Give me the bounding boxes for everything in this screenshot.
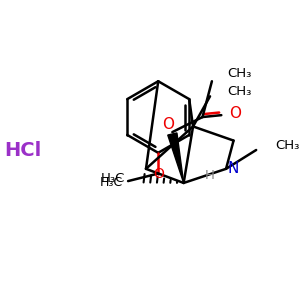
- Polygon shape: [168, 133, 184, 183]
- Text: H₃C: H₃C: [100, 176, 123, 190]
- Text: CH₃: CH₃: [227, 67, 251, 80]
- Text: CH₃: CH₃: [275, 139, 299, 152]
- Text: O: O: [153, 167, 164, 181]
- Text: O: O: [229, 106, 241, 121]
- Text: CH₃: CH₃: [227, 85, 251, 98]
- Text: O: O: [163, 117, 175, 132]
- Text: HCl: HCl: [4, 140, 41, 160]
- Text: H: H: [205, 169, 215, 182]
- Text: H₃C: H₃C: [101, 172, 125, 185]
- Text: N: N: [228, 161, 239, 176]
